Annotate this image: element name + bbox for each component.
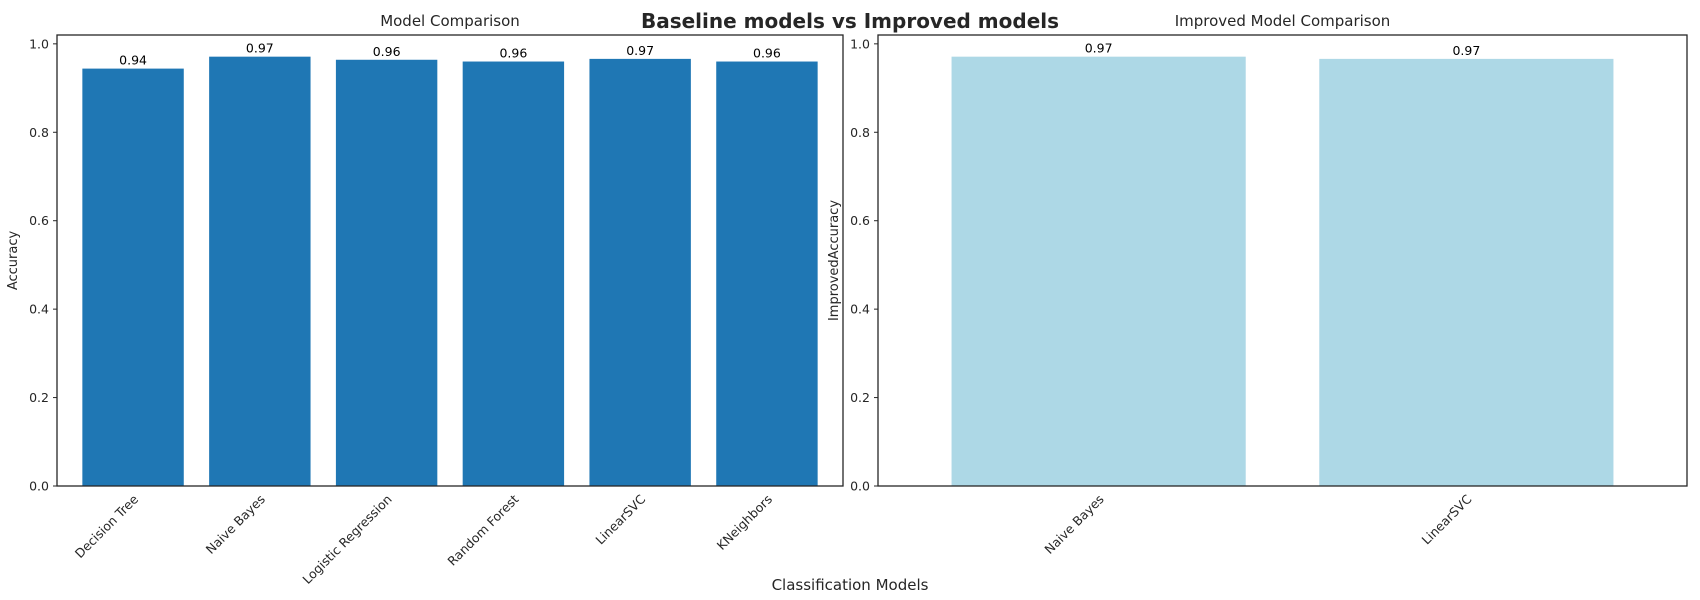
data-label-4: 0.97 [626, 43, 654, 58]
y-tick-label-1: 0.2 [29, 390, 49, 405]
y-axis-label: ImprovedAccuracy [827, 200, 842, 321]
y-tick-label-5: 1.0 [29, 36, 49, 51]
bar-1 [1319, 58, 1614, 487]
data-label-1: 0.97 [1452, 43, 1480, 58]
y-tick-label-0: 0.0 [29, 479, 49, 494]
y-tick-label-4: 0.8 [850, 125, 870, 140]
bar-1 [209, 56, 311, 487]
data-label-0: 0.97 [1085, 41, 1113, 56]
bar-0 [82, 68, 184, 487]
figure-suptitle: Baseline models vs Improved models [641, 9, 1059, 33]
y-tick-label-4: 0.8 [29, 125, 49, 140]
y-tick-label-2: 0.4 [29, 302, 49, 317]
y-tick-label-1: 0.2 [850, 390, 870, 405]
figure-xlabel: Classification Models [772, 576, 929, 594]
data-label-0: 0.94 [119, 53, 147, 68]
bar-5 [716, 61, 818, 486]
chart-title: Improved Model Comparison [1175, 12, 1391, 30]
axes-frame [877, 34, 1688, 487]
bar-2 [335, 59, 438, 487]
bar-0 [951, 56, 1246, 487]
data-label-5: 0.96 [753, 46, 781, 61]
y-tick-label-2: 0.4 [850, 302, 870, 317]
data-label-2: 0.96 [373, 44, 401, 59]
data-label-3: 0.96 [499, 46, 527, 61]
y-tick-label-3: 0.6 [29, 213, 49, 228]
data-label-1: 0.97 [246, 41, 274, 56]
bar-4 [589, 58, 691, 487]
y-tick-label-0: 0.0 [850, 479, 870, 494]
y-tick-label-3: 0.6 [850, 213, 870, 228]
y-tick-label-5: 1.0 [850, 36, 870, 51]
chart-title: Model Comparison [380, 12, 520, 30]
axes-frame [56, 34, 844, 487]
y-axis-label: Accuracy [6, 231, 21, 291]
bar-3 [462, 61, 565, 486]
